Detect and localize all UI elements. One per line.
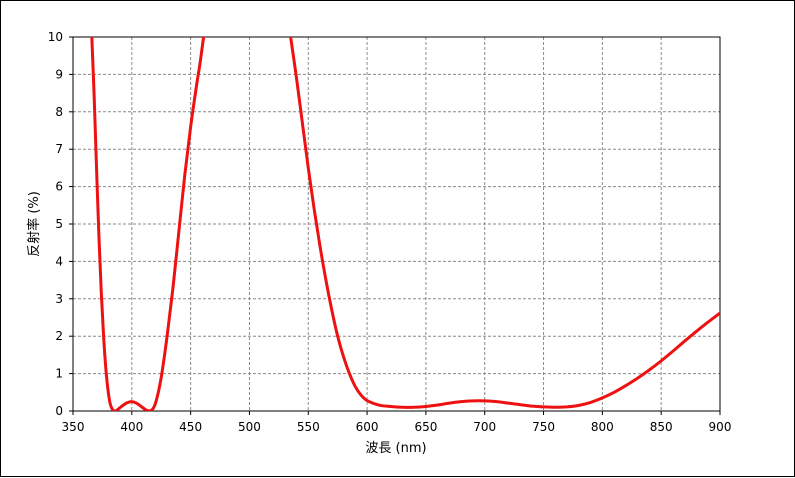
y-tick-label: 1 bbox=[55, 367, 63, 381]
x-tick-label: 650 bbox=[414, 420, 437, 434]
x-axis-title: 波長 (nm) bbox=[365, 441, 426, 456]
x-axis-tick-labels: 350 400 450 500 550 600 650 700 750 800 850 900 bbox=[62, 420, 732, 434]
y-tick-label: 2 bbox=[55, 329, 63, 343]
y-tick-label: 10 bbox=[48, 30, 63, 44]
y-tick-label: 5 bbox=[55, 217, 63, 231]
y-tick-label: 4 bbox=[55, 254, 63, 268]
x-tick-label: 900 bbox=[709, 420, 732, 434]
x-tick-label: 550 bbox=[297, 420, 320, 434]
tick-marks bbox=[69, 36, 721, 415]
y-axis-title: 反射率 (%) bbox=[26, 191, 42, 257]
x-tick-label: 800 bbox=[591, 420, 614, 434]
x-tick-label: 750 bbox=[532, 420, 555, 434]
x-tick-label: 450 bbox=[179, 420, 202, 434]
x-tick-label: 850 bbox=[650, 420, 673, 434]
series-layer bbox=[90, 37, 720, 411]
y-axis-tick-labels: 0 1 2 3 4 5 6 7 8 9 10 bbox=[48, 30, 63, 418]
x-tick-label: 600 bbox=[356, 420, 379, 434]
y-tick-label: 6 bbox=[55, 180, 63, 194]
y-tick-label: 3 bbox=[55, 292, 63, 306]
x-tick-label: 500 bbox=[238, 420, 261, 434]
reflectance-series-line bbox=[90, 37, 720, 411]
x-tick-label: 700 bbox=[473, 420, 496, 434]
y-tick-label: 7 bbox=[55, 142, 63, 156]
y-tick-label: 9 bbox=[55, 67, 63, 81]
y-tick-label: 0 bbox=[55, 404, 63, 418]
x-tick-label: 350 bbox=[62, 420, 85, 434]
grid bbox=[73, 37, 720, 411]
x-tick-label: 400 bbox=[120, 420, 143, 434]
y-tick-label: 8 bbox=[55, 105, 63, 119]
